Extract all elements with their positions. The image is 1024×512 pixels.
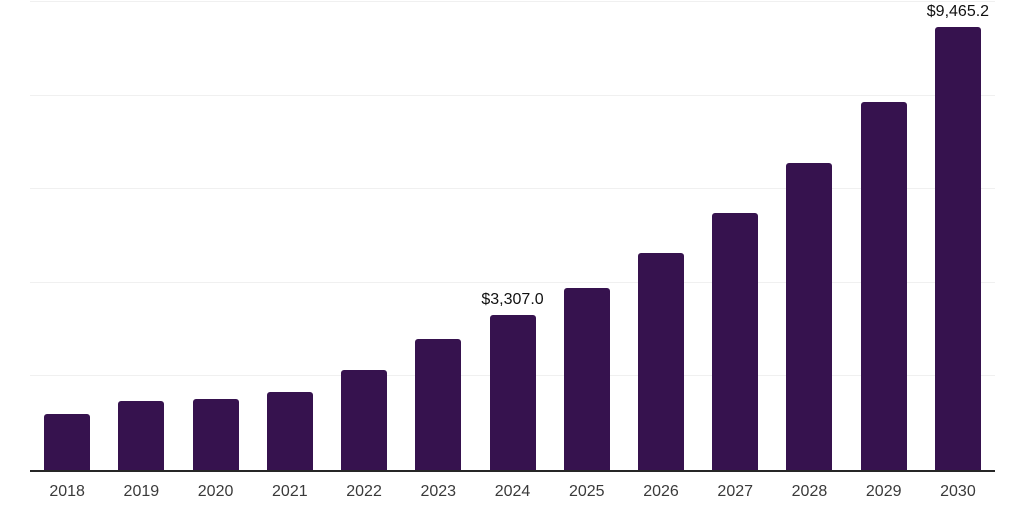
bar-2029 [860,102,907,470]
bar-slot-2019 [104,2,178,470]
x-axis-line [30,470,995,472]
bar-2024 [489,315,536,470]
x-tick-2019: 2019 [123,483,160,500]
bar-slot-2027 [698,2,772,470]
gridline-8000 [30,94,995,96]
bar-2018 [44,413,91,470]
x-tick-2021: 2021 [272,483,308,500]
gridline-10000 [30,1,995,2]
bar-slot-2020 [178,2,252,470]
bar-slot-2028 [772,2,846,470]
bar-2027 [712,213,759,470]
x-axis-labels: 2018 2019 2020 2021 2022 2023 2024 2025 2026 2027… [30,483,995,501]
bar-2025 [563,288,610,470]
bars: $3,307.0 $9,465.2 [30,2,995,470]
bar-2026 [637,253,684,470]
bar-2019 [118,401,165,470]
x-tick-2020: 2020 [197,483,234,500]
bar-2020 [192,398,239,470]
bar-slot-2025 [550,2,624,470]
bar-slot-2023 [401,2,475,470]
x-tick-2025: 2025 [568,483,605,500]
bar-slot-2018 [30,2,104,470]
bar-slot-2024: $3,307.0 [475,2,549,470]
bar-2022 [341,370,388,470]
gridline-4000 [30,281,995,283]
x-tick-2029: 2029 [865,483,902,500]
gridline-6000 [30,188,995,190]
x-tick-2028: 2028 [791,483,828,500]
bar-2023 [415,338,462,470]
value-label-2030: $9,465.2 [926,3,990,21]
bar-2028 [786,163,833,470]
x-tick-2022: 2022 [346,483,382,500]
x-tick-2024: 2024 [494,483,531,500]
x-tick-2018: 2018 [49,483,85,500]
x-tick-2023: 2023 [420,483,457,500]
x-tick-2027: 2027 [717,483,754,500]
x-tick-2030: 2030 [940,483,976,500]
bar-2030 [934,27,981,470]
x-tick-2026: 2026 [643,483,679,500]
bar-slot-2030: $9,465.2 [921,2,995,470]
plot-area: $3,307.0 $9,465.2 [30,1,995,470]
bar-slot-2021 [253,2,327,470]
bar-2021 [266,391,313,470]
bar-slot-2029 [847,2,921,470]
value-label-2024: $3,307.0 [481,291,544,309]
bar-slot-2026 [624,2,698,470]
bar-slot-2022 [327,2,401,470]
